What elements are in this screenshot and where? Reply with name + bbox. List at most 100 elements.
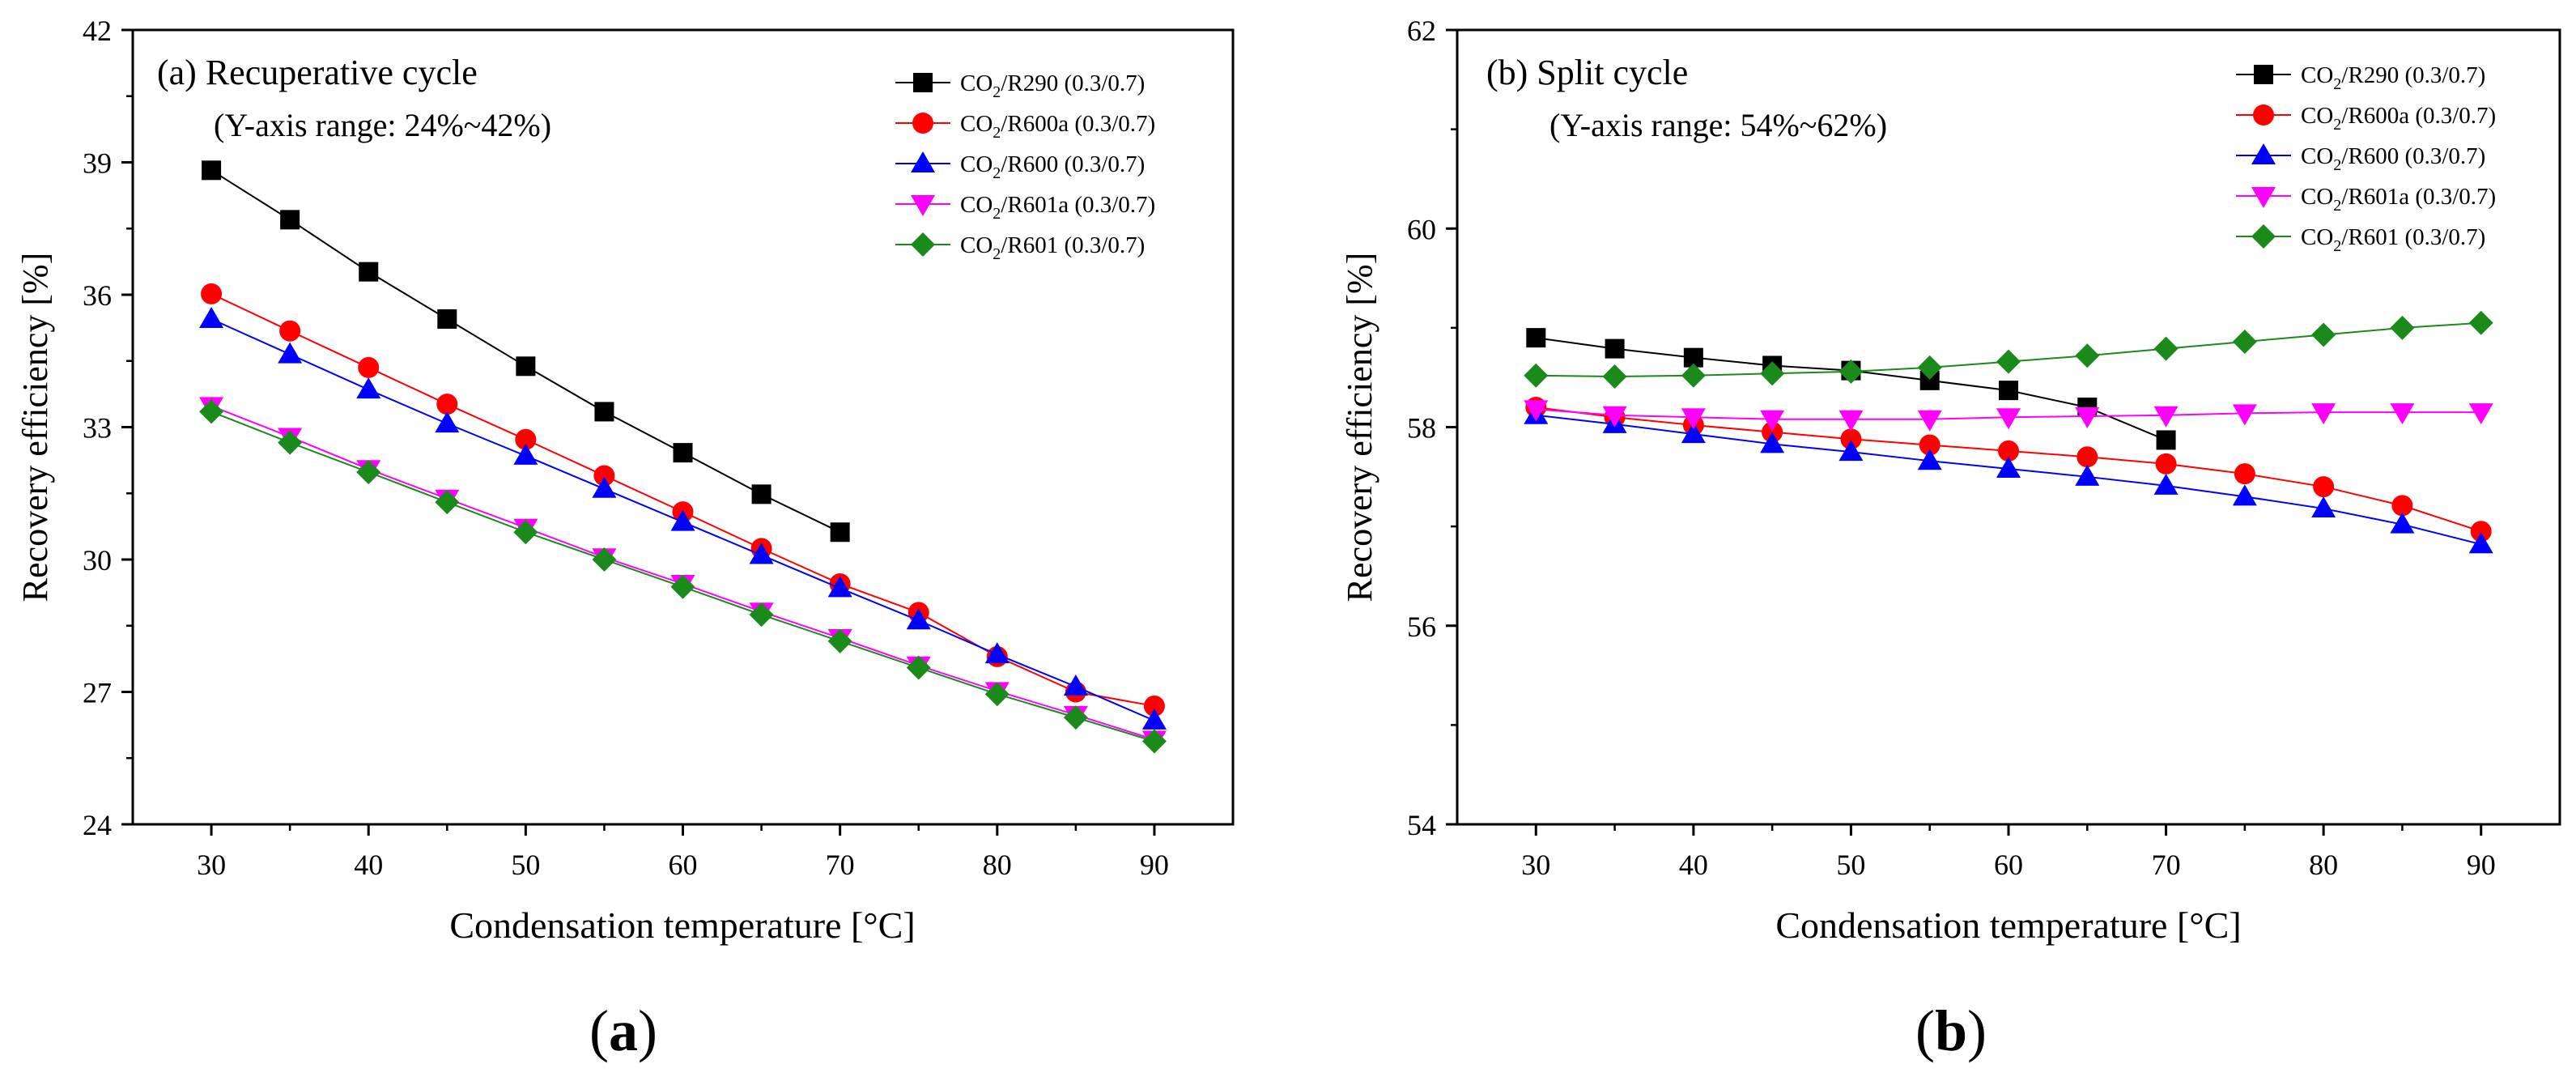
legend-label-pre: CO [2301, 224, 2333, 250]
data-point [906, 608, 931, 630]
data-point [278, 430, 303, 455]
legend-marker [911, 232, 935, 257]
panel-caption-letter: b [1935, 998, 1967, 1063]
data-point [1917, 355, 1942, 380]
data-point [513, 443, 538, 465]
data-point [2468, 310, 2493, 335]
data-point [356, 377, 381, 399]
y-tick-label: 56 [1407, 611, 1436, 643]
legend-label-post: /R600a (0.3/0.7) [2341, 103, 2496, 129]
y-tick-label: 27 [83, 677, 112, 709]
y-tick-label: 60 [1407, 213, 1436, 245]
data-point [670, 574, 695, 599]
data-point [1838, 410, 1864, 432]
x-tick-label: 60 [1994, 849, 2023, 881]
legend-label-pre: CO [960, 232, 993, 258]
data-point [594, 402, 614, 422]
x-tick-label: 90 [1140, 849, 1169, 881]
y-tick-label: 42 [83, 15, 112, 47]
panel-caption-open: ( [589, 998, 609, 1063]
x-tick-label: 80 [983, 849, 1012, 881]
legend-label-pre: CO [2301, 103, 2333, 129]
legend-label-pre: CO [2301, 184, 2333, 210]
series-diamond [199, 399, 1167, 754]
data-point [1524, 400, 1549, 422]
series-line [210, 169, 841, 534]
legend-marker [911, 195, 935, 216]
chart-title: (a) Recuperative cycle [157, 53, 478, 92]
legend-label-sub: 2 [993, 205, 1001, 223]
data-point [2075, 343, 2100, 368]
legend-label-post: /R600 (0.3/0.7) [2341, 143, 2485, 169]
data-point [2313, 476, 2335, 498]
data-point [984, 682, 1010, 707]
data-point [1838, 440, 1864, 462]
legend-marker [911, 151, 935, 172]
legend-label-pre: CO [2301, 143, 2333, 169]
legend-label-post: /R601 (0.3/0.7) [1001, 232, 1145, 258]
y-axis-label: Recovery efficiency [%] [1340, 253, 1379, 602]
data-point [2075, 464, 2100, 486]
data-point [1917, 449, 1942, 470]
data-point [199, 306, 224, 328]
legend-label-pre: CO [960, 70, 993, 96]
legend-entry: CO2/R601a (0.3/0.7) [895, 192, 1155, 223]
data-point [1760, 432, 1785, 453]
data-point [2470, 521, 2492, 543]
x-axis-label: Condensation temperature [°C] [449, 904, 915, 946]
data-point [1996, 408, 2021, 430]
data-point [2391, 495, 2413, 517]
x-tick-label: 70 [826, 849, 855, 881]
legend-label-sub: 2 [993, 124, 1001, 142]
data-point [2075, 407, 2100, 429]
data-point [516, 356, 536, 377]
data-point [1681, 363, 1706, 388]
x-tick-label: 30 [1521, 849, 1550, 881]
data-point [673, 443, 693, 463]
data-point [1998, 440, 2019, 462]
legend-label: CO2/R290 (0.3/0.7) [2301, 62, 2485, 93]
y-tick-label: 24 [83, 809, 112, 841]
legend-entry: CO2/R600a (0.3/0.7) [2236, 103, 2496, 134]
series-square [202, 160, 850, 543]
data-point [1141, 729, 1167, 754]
data-point [1605, 338, 1625, 359]
chart-subtitle: (Y-axis range: 24%~42%) [214, 107, 551, 143]
legend-entry: CO2/R600 (0.3/0.7) [2236, 143, 2485, 174]
legend-entry: CO2/R601 (0.3/0.7) [2236, 224, 2485, 255]
data-point [2155, 453, 2177, 475]
data-point [2077, 446, 2098, 468]
data-point [2232, 484, 2257, 506]
data-point [1681, 408, 1706, 430]
panel-caption-close: ) [1967, 998, 1987, 1063]
data-point [279, 320, 301, 342]
data-point [2156, 430, 2176, 450]
data-point [1999, 381, 2018, 401]
series-triangle-down [1524, 400, 2493, 432]
data-point [827, 576, 852, 598]
data-point [2468, 403, 2493, 425]
legend-entry: CO2/R601 (0.3/0.7) [895, 232, 1145, 263]
data-point [278, 342, 303, 364]
data-point [1681, 422, 1706, 444]
data-point [830, 522, 850, 543]
y-tick-label: 36 [83, 279, 112, 312]
data-point [2234, 463, 2255, 485]
legend-marker [912, 113, 933, 134]
panel-caption-close: ) [638, 998, 657, 1063]
legend-label: CO2/R601a (0.3/0.7) [2301, 184, 2496, 215]
data-point [435, 411, 460, 433]
legend-label-pre: CO [960, 192, 993, 218]
data-point [202, 160, 222, 181]
legend-label: CO2/R290 (0.3/0.7) [960, 70, 1145, 101]
data-point [827, 628, 852, 653]
data-point [1838, 359, 1864, 384]
data-point [751, 484, 772, 504]
y-tick-label: 33 [83, 412, 112, 445]
legend-marker [2253, 104, 2274, 126]
legend-entry: CO2/R290 (0.3/0.7) [895, 70, 1145, 101]
data-point [2390, 315, 2415, 340]
legend-entry: CO2/R290 (0.3/0.7) [2236, 62, 2485, 93]
legend-label-sub: 2 [2333, 237, 2341, 255]
